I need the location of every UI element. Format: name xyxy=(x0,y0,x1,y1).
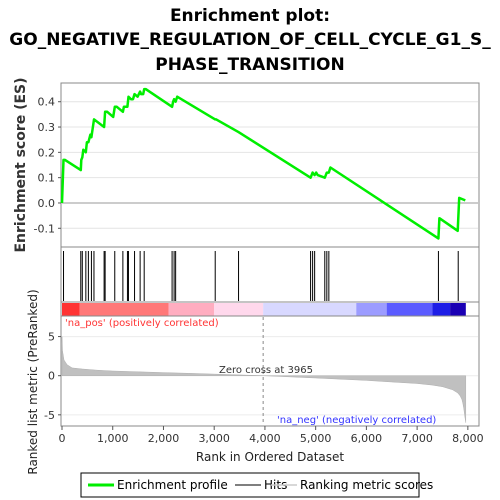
es-tick-label: 0.2 xyxy=(38,146,56,159)
colorbar-segment xyxy=(79,303,169,316)
metric-tick-label: 5 xyxy=(48,331,55,344)
ranking-metric-area xyxy=(61,336,467,423)
x-tick-label: 0 xyxy=(59,432,66,445)
x-tick-label: 3,000 xyxy=(198,432,230,445)
hits-panel xyxy=(63,251,459,301)
negative-correlation-label: 'na_neg' (negatively correlated) xyxy=(277,415,436,426)
colorbar-segment xyxy=(62,303,80,316)
colorbar-segment xyxy=(168,303,215,316)
x-tick-label: 4,000 xyxy=(249,432,281,445)
es-gridlines xyxy=(62,101,478,229)
es-y-ticks: -0.1 0.0 0.1 0.2 0.3 0.4 xyxy=(34,96,61,235)
chart-title-line-1: Enrichment plot: xyxy=(170,6,330,26)
colorbar-segment xyxy=(263,303,357,316)
es-tick-label: 0.0 xyxy=(38,197,56,210)
es-tick-label: -0.1 xyxy=(34,222,55,235)
colorbar-segment xyxy=(356,303,387,316)
x-tick-label: 6,000 xyxy=(351,432,383,445)
chart-title-line-3: PHASE_TRANSITION xyxy=(155,55,344,75)
colorbar-segment xyxy=(386,303,433,316)
es-y-axis-label: Enrichment score (ES) xyxy=(13,77,29,252)
enrichment-profile-line xyxy=(60,87,466,240)
metric-tick-label: -5 xyxy=(44,409,55,422)
metric-y-axis-label: Ranked list metric (PreRanked) xyxy=(26,289,40,474)
metric-tick-label: 0 xyxy=(48,370,55,383)
positive-correlation-label: 'na_pos' (positively correlated) xyxy=(65,318,219,329)
metric-y-ticks: -5 0 5 xyxy=(44,331,61,422)
x-axis-ticks: 0 1,000 2,000 3,000 4,000 5,000 6,000 7,000 8,00… xyxy=(59,426,484,445)
colorbar-segment xyxy=(214,303,264,316)
x-tick-label: 2,000 xyxy=(148,432,180,445)
legend-label-enrichment: Enrichment profile xyxy=(117,478,228,492)
enrichment-score-panel: -0.1 0.0 0.1 0.2 0.3 0.4 xyxy=(34,87,478,240)
es-tick-label: 0.4 xyxy=(38,96,56,109)
x-axis-label: Rank in Ordered Dataset xyxy=(196,450,344,464)
legend: Enrichment profile Hits Ranking metric s… xyxy=(80,472,433,498)
x-tick-label: 7,000 xyxy=(401,432,433,445)
ranking-colorbar xyxy=(62,303,466,316)
ranked-metric-panel: -5 0 5 Zero cross at 3965 'na_pos' (positi… xyxy=(44,317,478,426)
x-tick-label: 8,000 xyxy=(452,432,484,445)
es-tick-label: 0.3 xyxy=(38,121,56,134)
x-tick-label: 1,000 xyxy=(97,432,129,445)
legend-label-ranking: Ranking metric scores xyxy=(300,478,433,492)
plot-frame xyxy=(60,82,480,427)
colorbar-segment xyxy=(432,303,451,316)
x-tick-label: 5,000 xyxy=(300,432,332,445)
colorbar-segment xyxy=(450,303,466,316)
zero-cross-annotation: Zero cross at 3965 xyxy=(219,365,313,376)
chart-title-line-2: GO_NEGATIVE_REGULATION_OF_CELL_CYCLE_G1_… xyxy=(9,30,491,50)
es-tick-label: 0.1 xyxy=(38,172,56,185)
